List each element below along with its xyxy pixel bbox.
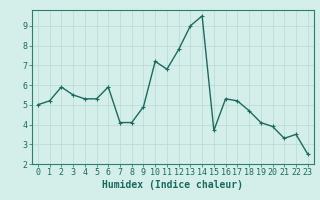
X-axis label: Humidex (Indice chaleur): Humidex (Indice chaleur) xyxy=(102,180,243,190)
